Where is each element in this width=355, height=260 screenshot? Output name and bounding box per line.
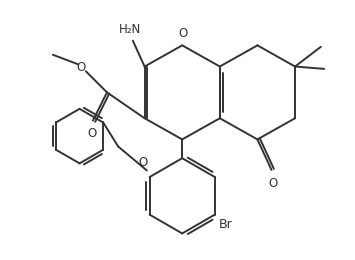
Text: O: O — [268, 177, 278, 190]
Text: Br: Br — [219, 218, 232, 231]
Text: O: O — [178, 27, 187, 40]
Text: O: O — [76, 61, 86, 74]
Text: O: O — [87, 127, 97, 140]
Text: H₂N: H₂N — [119, 23, 142, 36]
Text: O: O — [138, 155, 147, 168]
